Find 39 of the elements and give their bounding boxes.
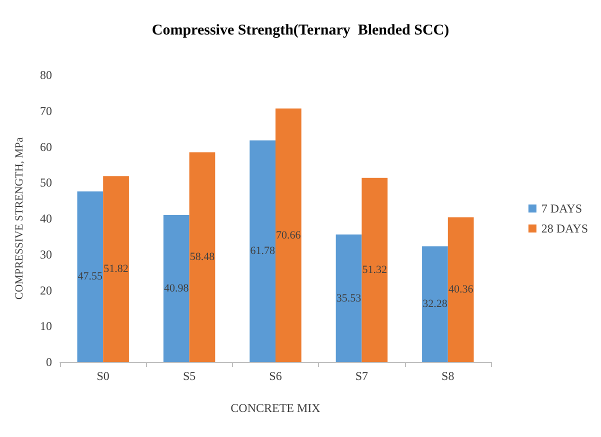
bar [103,176,129,362]
y-tick-label: 20 [40,283,52,298]
y-axis-title: COMPRESSIVE STRENGTH, MPa [14,137,26,300]
x-tick-label: S8 [442,369,454,383]
legend-label: 7 DAYS [541,202,582,216]
data-label: 35.53 [336,292,362,304]
y-tick-label: 70 [40,104,52,118]
bar [77,191,104,362]
bar [336,234,362,362]
data-label: 58.48 [190,251,216,264]
bar [250,140,276,362]
bar [362,178,388,362]
x-tick-label: S7 [355,369,368,383]
y-tick-label: 40 [40,212,52,226]
data-label: 32.28 [422,298,448,310]
y-tick-label: 50 [40,176,52,190]
data-label: 61.78 [250,245,276,258]
data-label: 40.98 [164,282,190,294]
x-tick-label: S0 [96,369,110,383]
bar [163,214,190,362]
y-tick-label: 30 [40,247,52,262]
y-tick-label: 0 [46,355,52,369]
bar [276,108,302,362]
x-tick-label: S6 [269,369,282,383]
chart-title: Compressive Strength(Ternary Blended SCC) [152,22,450,38]
data-label: 51.82 [104,263,128,276]
bar [189,152,216,362]
data-label: 47.55 [78,270,104,283]
data-label: 40.36 [448,284,474,296]
legend-label: 28 DAYS [541,222,588,236]
y-tick-label: 80 [40,68,52,82]
x-tick-label: S5 [182,369,196,383]
data-label: 70.66 [276,229,302,242]
x-axis-title: CONCRETE MIX [230,401,321,415]
y-tick-label: 10 [40,319,52,334]
bar [448,217,474,362]
bar [422,246,448,362]
y-tick-label: 60 [40,140,52,154]
data-label: 51.32 [362,264,388,276]
